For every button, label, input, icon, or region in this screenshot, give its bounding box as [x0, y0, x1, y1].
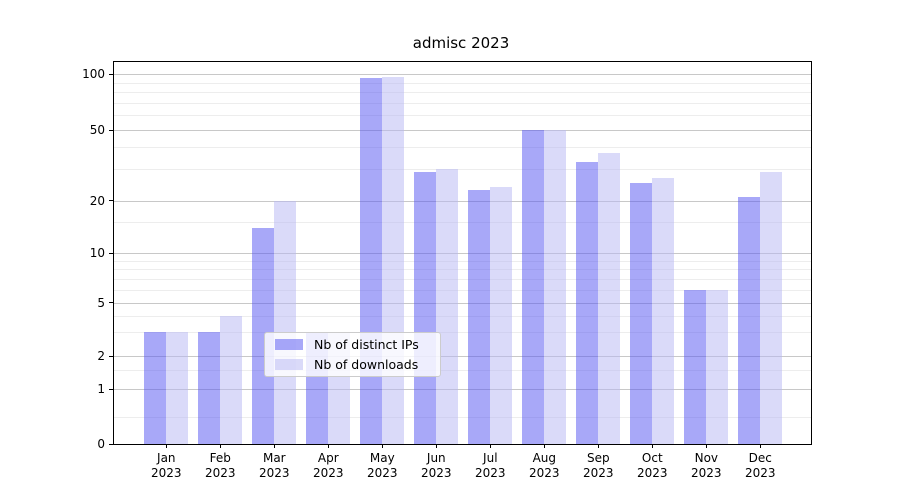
bar-downloads-mar-2023: [274, 200, 297, 444]
gridline-minor: [114, 147, 811, 149]
x-tick-label: Nov 2023: [691, 451, 722, 480]
y-tick-label: 50: [89, 123, 105, 137]
bar-distinct-ips-aug-2023: [522, 130, 545, 444]
x-tick-label: May 2023: [367, 451, 398, 480]
x-axis-tick: [489, 444, 491, 448]
bar-distinct-ips-nov-2023: [684, 289, 707, 444]
y-tick-label: 10: [89, 246, 105, 260]
bar-distinct-ips-sep-2023: [576, 162, 599, 444]
x-axis-tick: [165, 444, 167, 448]
bar-downloads-oct-2023: [652, 177, 675, 444]
gridline-major: [114, 200, 811, 202]
x-tick-label: Apr 2023: [313, 451, 344, 480]
plot-area: 0 1 2 5 10 20 50 100 Jan 2023 Feb 2023 Mar 2023 Apr 202…: [82, 61, 812, 480]
x-tick-label: Mar 2023: [259, 451, 290, 480]
x-axis-tick: [273, 444, 275, 448]
x-axis-tick: [705, 444, 707, 448]
gridline-minor: [114, 222, 811, 224]
gridline-major: [114, 74, 811, 76]
gridline-minor: [114, 315, 811, 317]
bar-downloads-nov-2023: [706, 289, 729, 444]
x-axis-tick: [597, 444, 599, 448]
gridline-minor: [114, 416, 811, 418]
x-tick-label: Dec 2023: [745, 451, 776, 480]
x-axis-tick: [759, 444, 761, 448]
y-tick-label: 5: [97, 295, 105, 310]
x-tick-label: Jan 2023: [151, 451, 182, 480]
gridline-minor: [114, 169, 811, 171]
y-axis-tick: [109, 355, 113, 357]
bar-distinct-ips-jan-2023: [144, 332, 167, 444]
gridline-major: [114, 389, 811, 391]
y-tick-label: 0: [97, 437, 105, 451]
bar-distinct-ips-may-2023: [360, 78, 383, 444]
legend-swatch-downloads: [275, 359, 303, 370]
bar-distinct-ips-jun-2023: [414, 172, 437, 444]
y-axis-tick: [109, 129, 113, 131]
legend-item-distinct-ips: Nb of distinct IPs: [275, 337, 430, 353]
bar-distinct-ips-oct-2023: [630, 183, 653, 444]
y-axis-tick: [109, 200, 113, 202]
y-axis-tick: [109, 73, 113, 75]
x-axis-tick: [651, 444, 653, 448]
bar-distinct-ips-feb-2023: [198, 332, 221, 444]
x-tick-label: Oct 2023: [637, 451, 668, 480]
gridline-minor: [114, 82, 811, 84]
bar-downloads-jul-2023: [490, 186, 513, 444]
gridline-minor: [114, 102, 811, 104]
gridline-minor: [114, 268, 811, 270]
gridline-major: [114, 302, 811, 304]
x-tick-label: Feb 2023: [205, 451, 236, 480]
y-axis-tick: [109, 302, 113, 304]
chart-title: admisc 2023: [412, 34, 510, 52]
gridline-major: [114, 130, 811, 131]
gridline-minor: [114, 369, 811, 371]
legend-label-downloads: Nb of downloads: [314, 357, 419, 372]
x-tick-label: Aug 2023: [529, 451, 560, 480]
gridline-minor: [114, 115, 811, 117]
y-axis-tick: [109, 252, 113, 254]
bar-distinct-ips-dec-2023: [738, 196, 761, 444]
y-tick-label: 100: [82, 67, 105, 82]
x-axis-tick: [435, 444, 437, 448]
gridline-minor: [114, 332, 811, 334]
legend: Nb of distinct IPs Nb of downloads: [264, 332, 441, 377]
bar-downloads-feb-2023: [220, 315, 243, 444]
bar-distinct-ips-mar-2023: [252, 227, 275, 444]
y-axis-tick: [109, 388, 113, 390]
legend-label-distinct-ips: Nb of distinct IPs: [314, 337, 419, 352]
legend-swatch-distinct-ips: [275, 339, 303, 350]
bar-downloads-jan-2023: [166, 332, 189, 444]
gridline-major: [114, 356, 811, 357]
bar-distinct-ips-jul-2023: [468, 189, 491, 444]
legend-item-downloads: Nb of downloads: [275, 357, 430, 373]
x-axis-tick: [381, 444, 383, 448]
gridline-minor: [114, 278, 811, 280]
y-axis-tick: [109, 443, 113, 445]
bar-downloads-sep-2023: [598, 153, 621, 444]
bar-downloads-jun-2023: [436, 169, 459, 444]
bar-downloads-dec-2023: [760, 172, 783, 444]
x-tick-label: Jun 2023: [421, 451, 452, 480]
bar-downloads-may-2023: [382, 76, 405, 444]
gridline-minor: [114, 92, 811, 94]
y-tick-label: 20: [89, 193, 105, 208]
gridline-minor: [114, 260, 811, 262]
x-tick-label: Sep 2023: [583, 451, 614, 480]
x-axis-tick: [327, 444, 329, 448]
bar-downloads-aug-2023: [544, 130, 567, 444]
x-axis-tick: [543, 444, 545, 448]
y-tick-label: 1: [97, 382, 105, 397]
gridline-minor: [114, 289, 811, 291]
x-tick-label: Jul 2023: [475, 451, 506, 480]
x-axis-tick: [219, 444, 221, 448]
y-tick-label: 2: [97, 349, 105, 363]
gridline-major: [114, 253, 811, 254]
